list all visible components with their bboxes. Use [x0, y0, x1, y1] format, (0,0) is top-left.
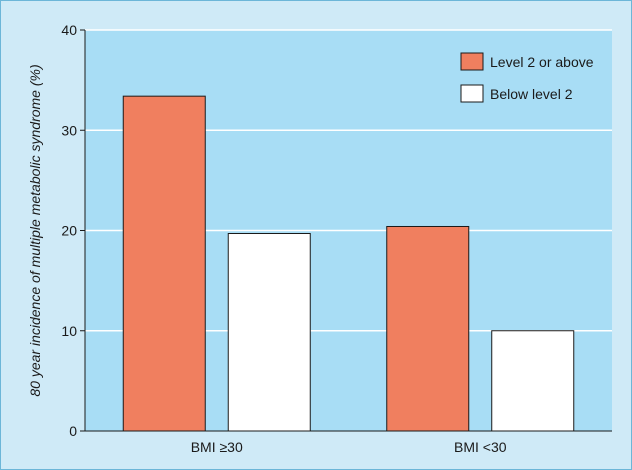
legend: Level 2 or above Below level 2 — [460, 52, 594, 103]
bar — [386, 225, 470, 432]
x-tick-label: BMI <30 — [454, 439, 507, 455]
legend-swatch — [460, 52, 484, 71]
y-tick-labels: 0 10 20 30 40 — [61, 22, 85, 439]
y-axis-label: 80 year incidence of multiple metabolic … — [27, 64, 43, 396]
y-tick-label: 20 — [61, 223, 77, 239]
y-tick-label: 0 — [69, 423, 77, 439]
y-tick-label: 30 — [61, 122, 77, 138]
y-tick-label: 40 — [61, 22, 77, 38]
bar — [491, 330, 575, 432]
y-tick-label: 10 — [61, 323, 77, 339]
bar — [227, 233, 311, 432]
legend-label: Below level 2 — [490, 86, 573, 102]
x-tick-label: BMI ≥30 — [191, 439, 243, 455]
bar — [122, 95, 206, 432]
x-tick-labels: BMI ≥30 BMI <30 — [191, 439, 507, 455]
bars — [122, 95, 575, 432]
legend-swatch — [460, 84, 484, 103]
legend-label: Level 2 or above — [490, 54, 594, 70]
